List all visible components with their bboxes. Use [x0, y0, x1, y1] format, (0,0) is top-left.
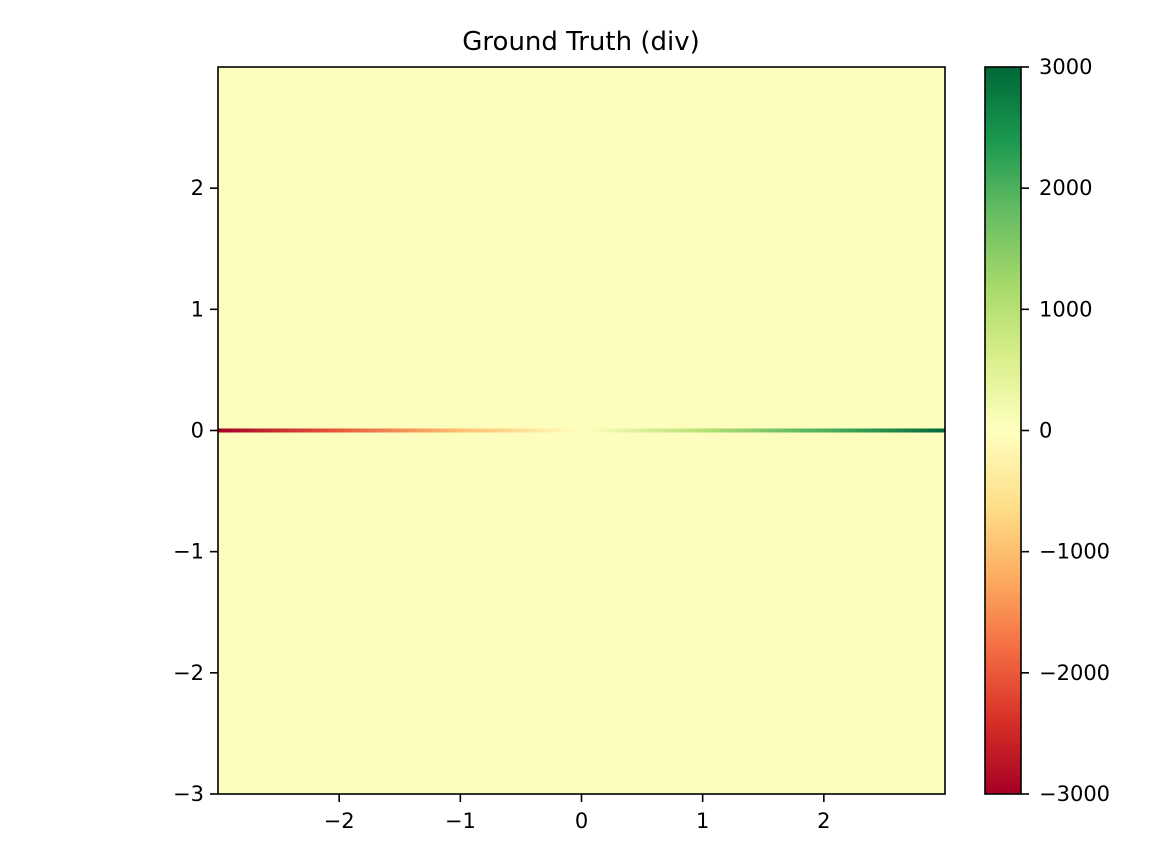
y-tick-label: −3	[173, 782, 204, 806]
y-tick-label: 0	[191, 419, 204, 443]
y-tick-label: 1	[191, 297, 204, 321]
x-axis: −2 −1 0 1 2	[324, 794, 831, 833]
x-tick-label: 1	[696, 809, 709, 833]
x-tick-label: −2	[324, 809, 355, 833]
colorbar-tick-label: 2000	[1039, 176, 1092, 200]
x-tick-label: 0	[575, 809, 588, 833]
colorbar-tick-label: −3000	[1039, 782, 1110, 806]
colorbar-tick-label: 3000	[1039, 55, 1092, 79]
colorbar-tick-label: 1000	[1039, 297, 1092, 321]
x-tick-label: −1	[445, 809, 476, 833]
y-tick-label: −2	[173, 661, 204, 685]
y-tick-label: 2	[191, 176, 204, 200]
colorbar-tick-label: −2000	[1039, 661, 1110, 685]
y-axis: −3 −2 −1 0 1 2	[173, 176, 218, 806]
y-tick-label: −1	[173, 540, 204, 564]
colorbar-tick-label: −1000	[1039, 540, 1110, 564]
colorbar-tick-label: 0	[1039, 419, 1052, 443]
colorbar-axis: −3000 −2000 −1000 0 1000 2000 3000	[1021, 55, 1110, 806]
heatmap-plot	[217, 66, 946, 795]
chart-title: Ground Truth (div)	[462, 27, 699, 57]
x-tick-label: 2	[817, 809, 830, 833]
colorbar-gradient	[985, 67, 1021, 794]
heatmap-divergence-line	[218, 428, 945, 433]
colorbar: −3000 −2000 −1000 0 1000 2000 3000	[984, 55, 1110, 806]
